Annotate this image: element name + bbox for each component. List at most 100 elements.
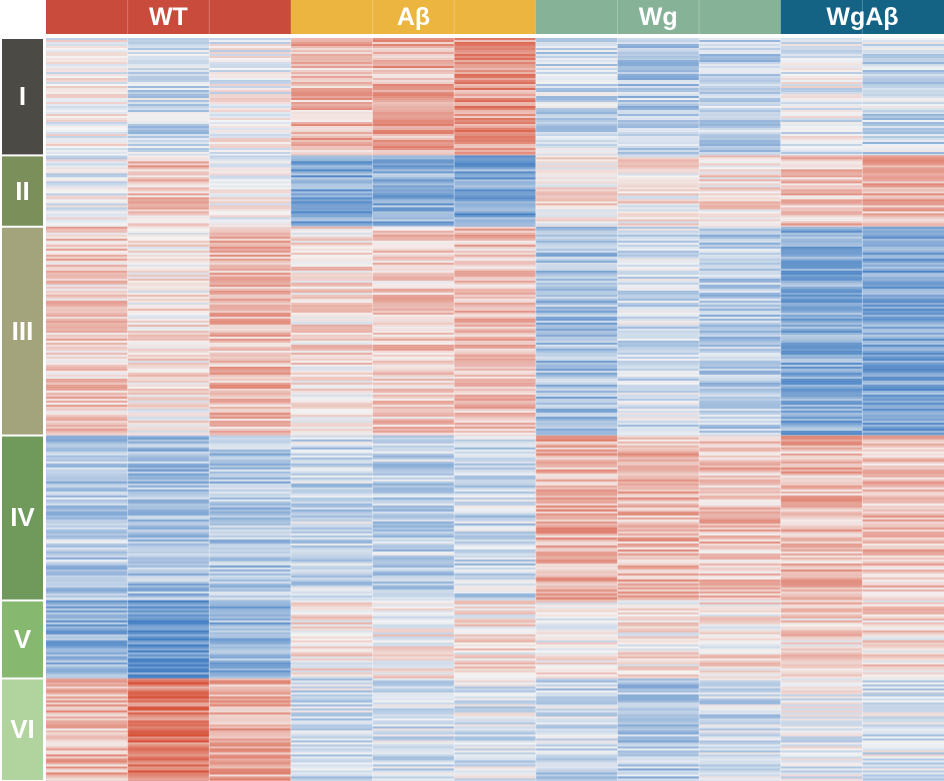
heat-stripe (535, 246, 618, 249)
heat-stripe (127, 722, 210, 725)
heat-stripe (780, 714, 863, 717)
heat-stripe (372, 169, 455, 172)
heat-stripe (127, 211, 210, 214)
heat-stripe (862, 346, 944, 349)
heat-stripe (209, 445, 291, 448)
heat-stripe (46, 654, 128, 657)
heat-stripe (372, 479, 455, 482)
heat-stripe (699, 467, 781, 470)
heat-stripe (699, 493, 781, 496)
heat-stripe (780, 710, 863, 713)
heat-stripe (209, 380, 291, 383)
heat-stripe (862, 286, 944, 289)
heat-stripe (290, 422, 373, 425)
heat-stripe (209, 142, 291, 144)
heat-stripe (535, 483, 618, 486)
heat-stripe (535, 232, 618, 235)
heat-stripe (127, 165, 210, 168)
heat-stripe (454, 646, 536, 649)
heat-stripe (454, 290, 536, 293)
heat-stripe (617, 130, 700, 132)
heat-stripe (617, 306, 700, 309)
heat-stripe (862, 124, 944, 126)
heat-stripe (46, 187, 128, 190)
heat-stripe (209, 306, 291, 309)
heat-stripe (209, 726, 291, 729)
heat-stripe (862, 122, 944, 124)
heat-stripe (699, 477, 781, 480)
heat-stripe (127, 463, 210, 466)
heat-stripe (617, 563, 700, 566)
heat-stripe (290, 386, 373, 389)
heat-stripe (617, 398, 700, 401)
heat-stripe (454, 175, 536, 178)
heat-stripe (454, 766, 536, 769)
heat-stripe (535, 276, 618, 279)
heat-stripe (617, 410, 700, 413)
heat-stripe (862, 312, 944, 315)
heat-stripe (46, 217, 128, 220)
heat-stripe (372, 760, 455, 763)
heat-stripe (290, 461, 373, 464)
heat-stripe (46, 634, 128, 637)
heat-stripe (454, 604, 536, 607)
heat-stripe (535, 451, 618, 454)
heat-stripe (372, 483, 455, 486)
heat-stripe (127, 573, 210, 576)
heat-stripe (372, 449, 455, 452)
heat-stripe (617, 354, 700, 357)
heat-stripe (290, 587, 373, 590)
heat-stripe (46, 461, 128, 464)
heat-stripe (46, 298, 128, 301)
heat-stripe (127, 600, 210, 603)
heat-stripe (372, 455, 455, 458)
heat-stripe (46, 583, 128, 586)
heat-stripe (454, 501, 536, 504)
heat-stripe (372, 457, 455, 460)
cluster-label-1: II (15, 175, 30, 206)
heat-stripe (780, 266, 863, 269)
heat-stripe (127, 543, 210, 546)
heat-stripe (127, 529, 210, 532)
heat-stripe (780, 264, 863, 267)
heat-stripe (862, 493, 944, 496)
heat-stripe (454, 338, 536, 341)
heat-stripe (699, 449, 781, 452)
heat-stripe (372, 686, 455, 689)
heat-stripe (617, 169, 700, 172)
heat-stripe (372, 732, 455, 735)
heat-stripe (780, 70, 863, 72)
heat-stripe (535, 688, 618, 691)
heat-stripe (290, 163, 373, 166)
heat-stripe (780, 296, 863, 299)
heat-stripe (617, 549, 700, 552)
heat-stripe (617, 48, 700, 50)
heat-stripe (46, 169, 128, 172)
heat-stripe (372, 495, 455, 498)
heat-stripe (454, 473, 536, 476)
heat-stripe (290, 334, 373, 337)
heat-stripe (617, 312, 700, 315)
heat-stripe (46, 666, 128, 669)
heat-stripe (699, 292, 781, 295)
heat-stripe (780, 90, 863, 92)
heat-stripe (617, 730, 700, 733)
heat-stripe (862, 76, 944, 78)
heat-stripe (699, 246, 781, 249)
heat-stripe (454, 376, 536, 379)
heat-stripe (699, 555, 781, 558)
heat-stripe (454, 336, 536, 339)
heat-stripe (46, 543, 128, 546)
heat-stripe (862, 660, 944, 663)
heat-stripe (535, 672, 618, 675)
heat-stripe (209, 708, 291, 711)
heat-stripe (46, 152, 128, 154)
heat-stripe (699, 626, 781, 629)
heat-stripe (617, 533, 700, 536)
heat-stripe (699, 110, 781, 112)
heat-stripe (209, 676, 291, 679)
heat-stripe (46, 282, 128, 285)
heat-stripe (127, 86, 210, 88)
heat-stripe (46, 756, 128, 759)
heat-stripe (127, 380, 210, 383)
